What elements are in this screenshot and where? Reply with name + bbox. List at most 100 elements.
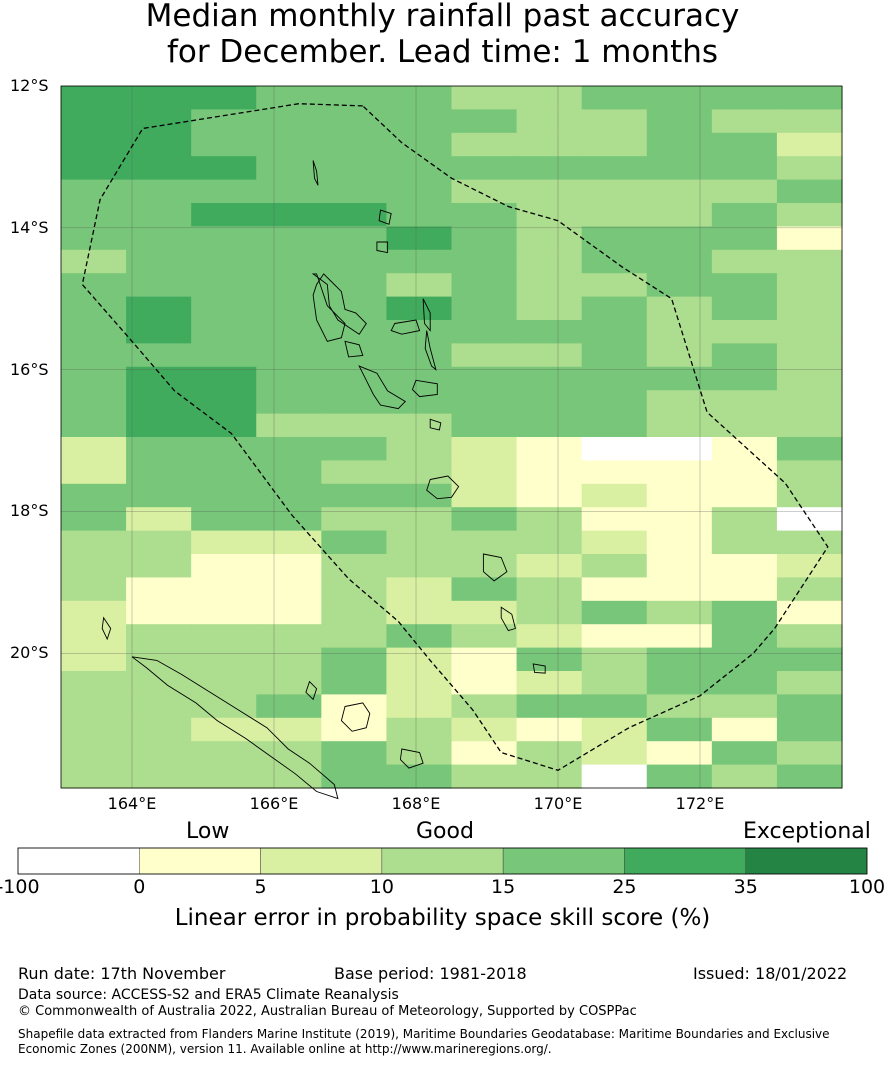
colorbar-tick-label: 35 [733, 876, 758, 898]
grid-cell [61, 179, 127, 204]
grid-cell [386, 132, 453, 157]
island-outline [500, 606, 516, 632]
grid-cell [191, 132, 257, 157]
grid-cell [256, 460, 322, 485]
grid-cell [321, 647, 388, 672]
grid-cell [451, 343, 518, 368]
grid-cell [451, 179, 518, 204]
grid-cell [451, 437, 518, 461]
grid-cell [256, 296, 322, 321]
grid-cell [776, 647, 843, 672]
grid-cell [256, 741, 322, 766]
grid-cell [776, 320, 843, 344]
grid-cell [581, 156, 648, 181]
grid-cell [126, 390, 192, 415]
grid-cell [516, 483, 583, 508]
grid-cell [321, 600, 388, 625]
grid-cell [581, 554, 648, 578]
grid-cell [711, 717, 778, 742]
grid-cell [321, 179, 388, 204]
grid-cell [126, 156, 192, 181]
grid-cell [256, 226, 322, 251]
grid-cell [516, 671, 583, 695]
grid-cell [646, 179, 713, 204]
graticule [61, 86, 842, 788]
grid-cell [126, 109, 192, 134]
colorbar-tick-label: 0 [133, 876, 146, 898]
grid-cell [321, 437, 388, 461]
island-outline [429, 418, 442, 431]
grid-cell [126, 179, 192, 204]
grid-cell [646, 741, 713, 766]
grid-cell [126, 764, 192, 789]
grid-cell [776, 437, 843, 461]
longitude-label: 164°E [107, 794, 157, 813]
grid-cell [126, 507, 192, 532]
grid-cell [516, 156, 583, 181]
grid-cell [256, 600, 322, 625]
grid-cell [256, 554, 322, 578]
grid-cell [516, 343, 583, 368]
grid-cell [646, 413, 713, 438]
grid-cell [61, 249, 127, 274]
grid-cell [516, 460, 583, 485]
grid-cell [61, 460, 127, 485]
grid-cell [386, 109, 453, 134]
longitude-label: 166°E [249, 794, 299, 813]
grid-cell [126, 530, 192, 555]
grid-cell [451, 507, 518, 532]
grid-cell [386, 366, 453, 391]
grid-cell [191, 624, 257, 649]
grid-cell [711, 109, 778, 134]
island-outline [424, 330, 437, 371]
grid-cell [191, 249, 257, 274]
grid-cell [321, 671, 388, 695]
grid-cell [126, 741, 192, 766]
run-date: Run date: 17th November [18, 964, 226, 983]
island-outline [131, 656, 339, 800]
grid-cell [451, 109, 518, 134]
grid-cell [191, 530, 257, 555]
grid-cell [126, 273, 192, 298]
coastlines [101, 160, 546, 800]
grid-cell [321, 741, 388, 766]
grid-cell [256, 483, 322, 508]
grid-cell [711, 530, 778, 555]
grid-cell [386, 764, 453, 789]
grid-cell [191, 390, 257, 415]
island-outline [422, 298, 431, 332]
island-outline [101, 616, 112, 641]
grid-cell [711, 507, 778, 532]
grid-cell [516, 717, 583, 742]
grid-cell [386, 577, 453, 602]
colorbar-title: Linear error in probability space skill … [174, 905, 711, 931]
latitude-label: 16°S [10, 359, 49, 379]
grid-cell [61, 717, 127, 742]
grid-cell [451, 296, 518, 321]
island-outline [312, 160, 319, 186]
category-low: Low [186, 819, 230, 844]
grid-cell [516, 694, 583, 719]
colorbar-segment [624, 847, 746, 875]
grid-cell [711, 296, 778, 321]
grid-cell [256, 717, 322, 742]
grid-cell [581, 624, 648, 649]
grid-cell [516, 530, 583, 555]
grid-cell [61, 203, 127, 227]
grid-cell [711, 483, 778, 508]
island-outline [358, 365, 407, 410]
grid-cell [321, 273, 388, 298]
grid-cell [711, 764, 778, 789]
colorbar-tick-label: -100 [0, 876, 40, 898]
grid-cell [61, 483, 127, 508]
grid-cell [256, 320, 322, 344]
grid-cell [191, 483, 257, 508]
grid-cell [581, 460, 648, 485]
grid-cell [776, 390, 843, 415]
grid-cell [321, 507, 388, 532]
grid-cell [581, 717, 648, 742]
grid-cell [61, 437, 127, 461]
grid-cell [451, 273, 518, 298]
grid-cell [386, 320, 453, 344]
grid-cell [126, 203, 192, 227]
